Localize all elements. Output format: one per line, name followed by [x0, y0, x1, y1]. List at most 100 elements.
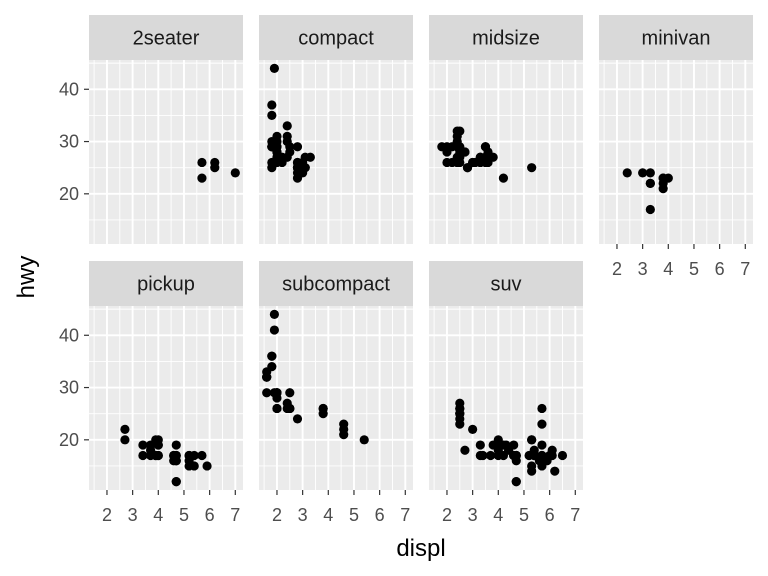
gridlines: [259, 306, 413, 490]
x-tick-label: 6: [205, 505, 215, 525]
facet-label: minivan: [642, 28, 711, 50]
data-point: [153, 440, 163, 450]
facet-panel: midsize: [429, 15, 583, 244]
data-point: [475, 152, 485, 162]
data-point: [267, 351, 277, 361]
facet-strip: [599, 15, 753, 60]
data-points: [262, 309, 369, 445]
data-point: [527, 163, 537, 173]
x-tick-label: 2: [272, 505, 282, 525]
data-point: [537, 419, 547, 429]
data-point: [511, 477, 521, 487]
data-point: [493, 435, 503, 445]
facet-strip: [429, 15, 583, 60]
data-point: [455, 152, 465, 162]
data-point: [468, 157, 478, 168]
data-point: [557, 450, 568, 461]
data-point: [452, 142, 462, 152]
data-point: [305, 152, 315, 162]
x-tick-label: 2: [102, 505, 112, 525]
panel-background: [429, 60, 583, 244]
x-tick-label: 4: [493, 505, 503, 525]
y-axis-title: hwy: [13, 256, 40, 299]
data-point: [442, 157, 452, 168]
y-tick-label: 40: [59, 325, 79, 345]
data-point: [298, 168, 308, 178]
data-point: [169, 456, 179, 466]
data-point: [202, 461, 212, 471]
data-point: [455, 419, 465, 429]
data-point: [285, 388, 295, 398]
data-point: [171, 440, 181, 450]
facet-strip: [89, 261, 243, 306]
x-tick-label: 6: [375, 505, 385, 525]
data-point: [197, 157, 207, 168]
data-point: [511, 456, 521, 466]
data-point: [230, 168, 240, 178]
data-point: [442, 142, 452, 152]
data-point: [493, 445, 503, 455]
data-point: [285, 403, 295, 414]
x-tick-label: 5: [689, 259, 699, 279]
data-point: [486, 450, 496, 461]
data-point: [269, 325, 279, 335]
panel-background: [259, 306, 413, 490]
facet-strip: [259, 15, 413, 60]
facet-label: 2seater: [133, 28, 200, 50]
x-tick-label: 4: [153, 505, 163, 525]
data-point: [292, 142, 303, 152]
facet-strip: [259, 261, 413, 306]
data-point: [197, 173, 207, 183]
data-point: [197, 450, 207, 461]
data-point: [645, 168, 655, 178]
data-point: [269, 309, 279, 319]
data-point: [210, 163, 220, 173]
data-point: [498, 173, 509, 183]
data-points: [267, 63, 315, 183]
data-point: [339, 429, 349, 440]
data-point: [146, 440, 156, 450]
facet-strip: [89, 15, 243, 60]
panel-background: [259, 60, 413, 244]
x-tick-label: 5: [349, 505, 359, 525]
data-point: [527, 466, 537, 476]
gridlines: [599, 60, 753, 244]
data-point: [478, 450, 488, 461]
x-tick-label: 7: [740, 259, 750, 279]
data-point: [460, 445, 470, 455]
data-point: [272, 142, 282, 152]
data-point: [638, 168, 648, 178]
data-point: [189, 450, 199, 461]
data-point: [282, 121, 292, 131]
facet-panel: subcompact 2 3 4 5 6 7: [259, 261, 413, 525]
data-point: [267, 110, 277, 121]
facet-label: compact: [298, 28, 374, 50]
data-point: [292, 414, 303, 424]
facet-strip: [429, 261, 583, 306]
data-point: [262, 388, 272, 398]
data-point: [262, 372, 272, 382]
x-tick-label: 5: [519, 505, 529, 525]
data-point: [269, 388, 279, 398]
data-point: [120, 435, 130, 445]
x-tick-label: 3: [128, 505, 138, 525]
data-point: [483, 147, 493, 157]
data-point: [153, 450, 163, 461]
panel-background: [89, 60, 243, 244]
y-tick-label: 40: [59, 79, 79, 99]
panel-background: [89, 306, 243, 490]
data-point: [645, 178, 655, 188]
data-point: [267, 100, 277, 110]
data-point: [550, 466, 560, 476]
data-point: [282, 131, 292, 141]
data-points: [622, 168, 673, 215]
data-point: [658, 173, 668, 183]
x-tick-label: 5: [179, 505, 189, 525]
x-tick-label: 6: [545, 505, 555, 525]
y-tick-label: 30: [59, 378, 79, 398]
data-point: [282, 152, 292, 162]
facet-label: suv: [490, 274, 521, 296]
data-point: [189, 461, 199, 471]
data-point: [267, 362, 277, 372]
